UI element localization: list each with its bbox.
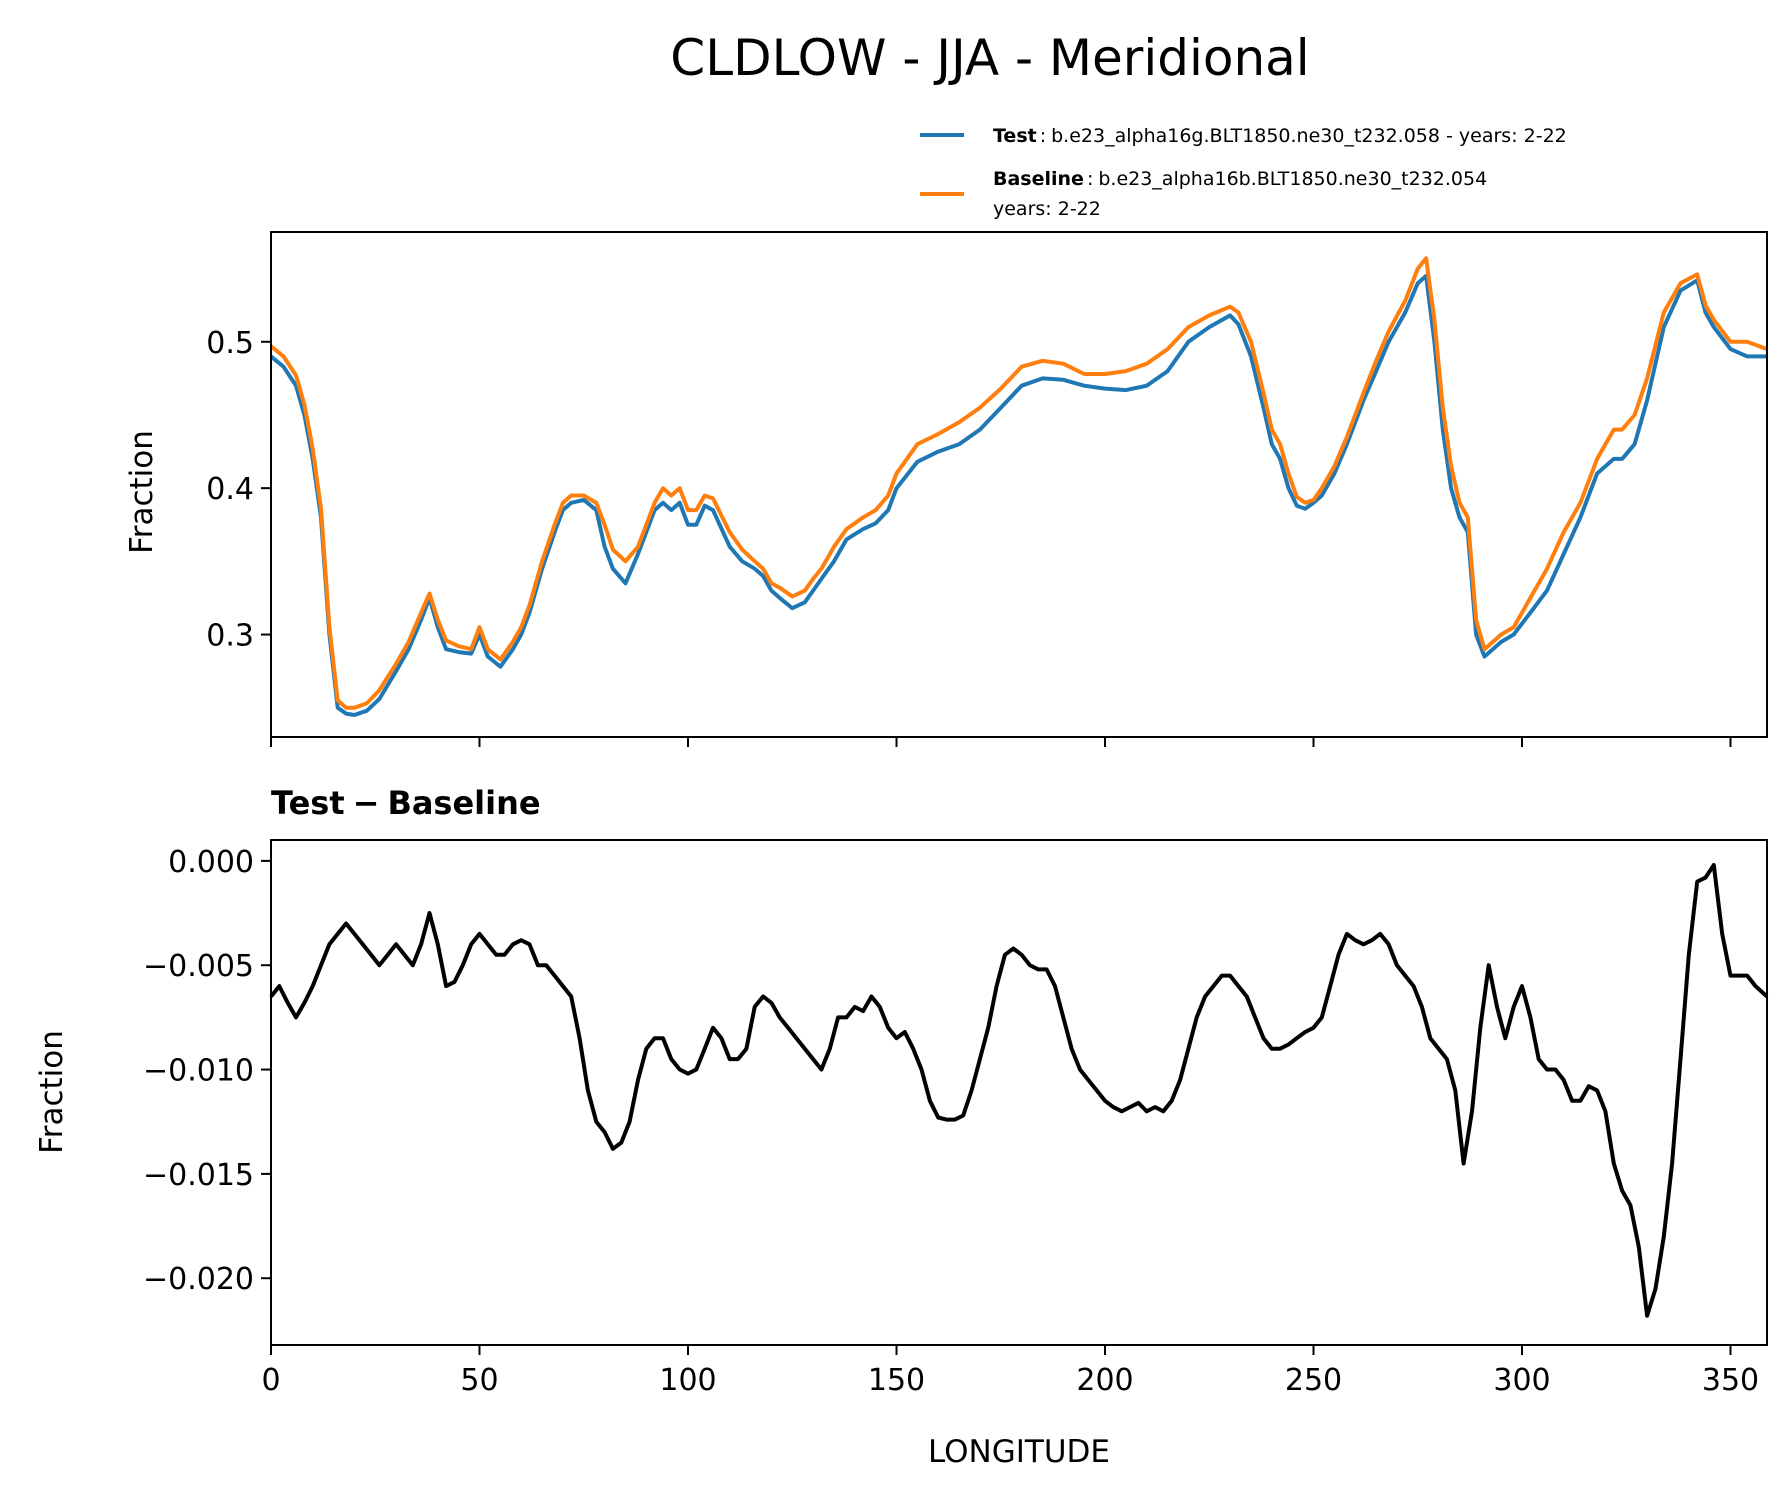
x-tick-label: 300: [1493, 1363, 1550, 1398]
x-tick-label: 200: [1076, 1363, 1133, 1398]
y-tick-label: −0.015: [143, 1158, 254, 1193]
y-tick-label: 0.5: [206, 326, 254, 361]
series-line-baseline: [269, 256, 1768, 710]
x-tick-label: 250: [1285, 1363, 1342, 1398]
x-tick-label: 100: [659, 1363, 716, 1398]
x-tick-label: 0: [261, 1363, 280, 1398]
chart-title: CLDLOW - JJA - Meridional: [670, 29, 1309, 87]
difference-y-axis-label: Fraction: [34, 1030, 70, 1154]
legend-entry-baseline-years: years: 2-22: [993, 198, 1101, 220]
x-tick-label: 150: [868, 1363, 925, 1398]
legend-entry-baseline: Baseline: b.e23_alpha16b.BLT1850.ne30_t23…: [993, 168, 1487, 190]
y-tick-label: −0.005: [143, 949, 254, 984]
x-tick-label: 350: [1702, 1363, 1759, 1398]
series-line-test: [269, 273, 1767, 717]
legend: Test: b.e23_alpha16g.BLT1850.ne30_t232.05…: [920, 125, 1567, 220]
top-plot: 0.3 0.4 0.5 Fraction: [124, 231, 1768, 747]
x-tick-label: 50: [460, 1363, 498, 1398]
x-axis-label: LONGITUDE: [928, 1434, 1110, 1470]
top-plot-frame: [270, 231, 1768, 738]
y-tick-label: −0.010: [143, 1054, 254, 1089]
y-tick-label: −0.020: [143, 1262, 254, 1297]
legend-entry-test: Test: b.e23_alpha16g.BLT1850.ne30_t232.05…: [993, 125, 1567, 147]
y-tick-label: 0.3: [206, 619, 254, 654]
series-line-test-baseline: [269, 863, 1769, 1318]
difference-plot: 0 50 100 150 200 250 300 350 0.000 −0.005 −0.010 −…: [34, 839, 1769, 1470]
top-y-axis-label: Fraction: [124, 430, 160, 554]
y-tick-label: 0.000: [168, 845, 254, 880]
y-tick-label: 0.4: [206, 472, 254, 507]
difference-plot-frame: [270, 839, 1768, 1346]
difference-title: Test − Baseline: [271, 784, 541, 822]
